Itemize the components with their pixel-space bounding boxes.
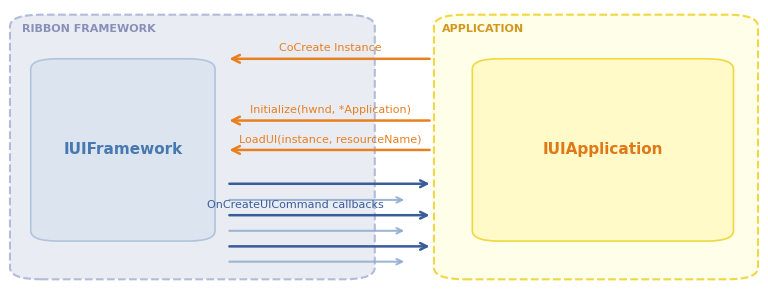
Text: APPLICATION: APPLICATION <box>442 24 525 34</box>
Text: Initialize(hwnd, *Application): Initialize(hwnd, *Application) <box>250 105 411 115</box>
FancyBboxPatch shape <box>10 15 375 279</box>
Text: OnCreateUICommand callbacks: OnCreateUICommand callbacks <box>207 200 384 210</box>
Text: LoadUI(instance, resourceName): LoadUI(instance, resourceName) <box>239 134 422 144</box>
Text: IUIApplication: IUIApplication <box>543 142 663 158</box>
Text: CoCreate Instance: CoCreate Instance <box>279 43 382 53</box>
FancyBboxPatch shape <box>434 15 758 279</box>
FancyBboxPatch shape <box>31 59 215 241</box>
Text: IUIFramework: IUIFramework <box>63 142 183 158</box>
FancyBboxPatch shape <box>472 59 733 241</box>
Text: RIBBON FRAMEWORK: RIBBON FRAMEWORK <box>22 24 155 34</box>
